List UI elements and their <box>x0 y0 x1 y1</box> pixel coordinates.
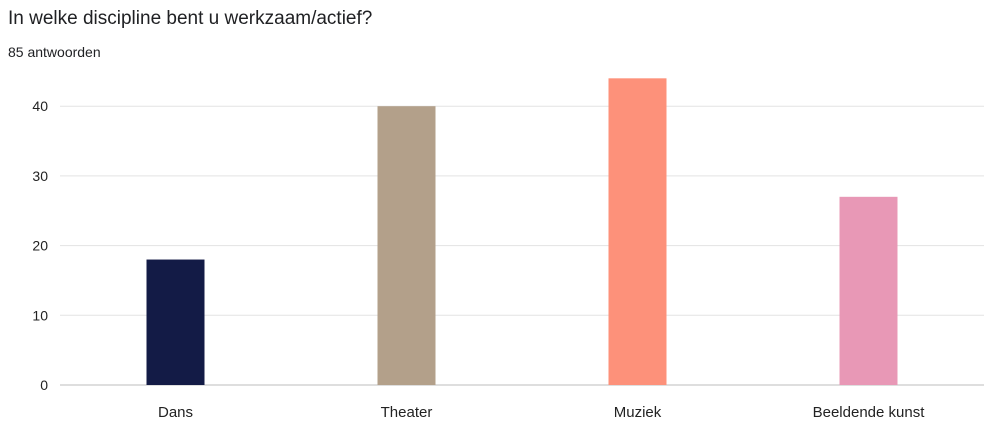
y-tick-label: 30 <box>32 168 48 184</box>
chart-title: In welke discipline bent u werkzaam/acti… <box>8 8 373 29</box>
x-category-label: Beeldende kunst <box>813 404 926 421</box>
bar-muziek <box>608 78 667 385</box>
x-category-label: Muziek <box>614 404 662 421</box>
x-category-label: Theater <box>381 404 433 421</box>
y-tick-label: 20 <box>32 238 48 254</box>
bar-beeldende-kunst <box>839 196 898 385</box>
y-tick-label: 0 <box>40 377 48 393</box>
bar-dans <box>146 259 205 385</box>
bar-theater <box>377 106 436 385</box>
x-category-label: Dans <box>158 404 193 421</box>
y-tick-label: 10 <box>32 307 48 323</box>
y-tick-label: 40 <box>32 98 48 114</box>
response-count: 85 antwoorden <box>8 44 101 60</box>
